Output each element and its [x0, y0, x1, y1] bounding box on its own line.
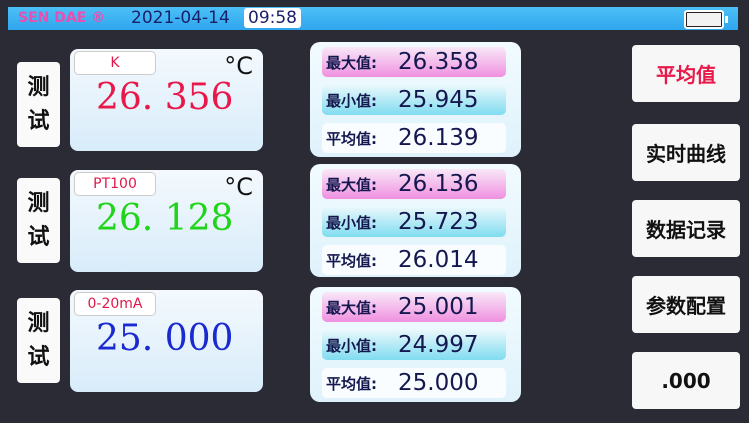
unit-label: °C [224, 173, 253, 201]
stats-panel: 最大值: 26.358 最小值: 25.945 平均值: 26.139 [310, 42, 521, 157]
unit-label: °C [224, 52, 253, 80]
status-bar: SEN DAE ® 2021-04-14 09:58 [8, 7, 738, 30]
stat-label: 最小值: [326, 91, 377, 110]
menu-button[interactable]: 实时曲线 [632, 124, 740, 181]
date: 2021-04-14 [131, 8, 230, 28]
stat-row: 最小值: 25.723 [322, 207, 506, 237]
test-button[interactable]: 测 试 [17, 178, 60, 263]
stat-label: 最大值: [326, 298, 377, 317]
stat-value: 25.001 [398, 294, 479, 320]
test-label: 测 [27, 190, 50, 216]
reading-value: 25. 000 [96, 318, 234, 359]
brand-logo: SEN DAE ® [18, 10, 106, 26]
time[interactable]: 09:58 [244, 8, 301, 28]
battery-icon [684, 10, 728, 29]
menu-button[interactable]: 参数配置 [632, 276, 740, 333]
stat-row: 最小值: 24.997 [322, 330, 506, 360]
menu-button[interactable]: 数据记录 [632, 200, 740, 257]
stat-value: 25.723 [398, 209, 479, 235]
stat-row: 平均值: 25.000 [322, 368, 506, 398]
sensor-type-tag[interactable]: PT100 [74, 172, 156, 196]
test-label: 试 [27, 108, 50, 134]
stat-row: 平均值: 26.139 [322, 123, 506, 153]
channel-panel: 0-20mA 25. 000 [70, 290, 263, 392]
stat-label: 最大值: [326, 175, 377, 194]
stat-label: 平均值: [326, 374, 377, 393]
stat-value: 26.139 [398, 125, 479, 151]
test-button[interactable]: 测 试 [17, 62, 60, 147]
stat-label: 最小值: [326, 213, 377, 232]
test-label: 试 [27, 224, 50, 250]
stat-value: 25.945 [398, 87, 479, 113]
menu-button[interactable]: .000 [632, 352, 740, 409]
stat-row: 最大值: 25.001 [322, 292, 506, 322]
stats-panel: 最大值: 26.136 最小值: 25.723 平均值: 26.014 [310, 164, 521, 277]
stat-row: 最大值: 26.358 [322, 47, 506, 77]
stat-value: 25.000 [398, 370, 479, 396]
test-label: 测 [27, 310, 50, 336]
stat-label: 平均值: [326, 129, 377, 148]
sensor-type-tag[interactable]: 0-20mA [74, 292, 156, 316]
stat-label: 最大值: [326, 53, 377, 72]
test-button[interactable]: 测 试 [17, 298, 60, 383]
test-label: 试 [27, 344, 50, 370]
stat-value: 26.014 [398, 247, 479, 273]
stat-value: 26.136 [398, 171, 479, 197]
test-label: 测 [27, 74, 50, 100]
stat-row: 最大值: 26.136 [322, 169, 506, 199]
channel-panel: K °C 26. 356 [70, 49, 263, 151]
channel-panel: PT100 °C 26. 128 [70, 170, 263, 272]
menu-button[interactable]: 平均值 [632, 45, 740, 102]
stat-value: 26.358 [398, 49, 479, 75]
stat-row: 最小值: 25.945 [322, 85, 506, 115]
stat-row: 平均值: 26.014 [322, 245, 506, 275]
stat-label: 平均值: [326, 251, 377, 270]
reading-value: 26. 356 [96, 77, 234, 118]
stat-value: 24.997 [398, 332, 479, 358]
stats-panel: 最大值: 25.001 最小值: 24.997 平均值: 25.000 [310, 287, 521, 402]
stat-label: 最小值: [326, 336, 377, 355]
sensor-type-tag[interactable]: K [74, 51, 156, 75]
reading-value: 26. 128 [96, 198, 234, 239]
